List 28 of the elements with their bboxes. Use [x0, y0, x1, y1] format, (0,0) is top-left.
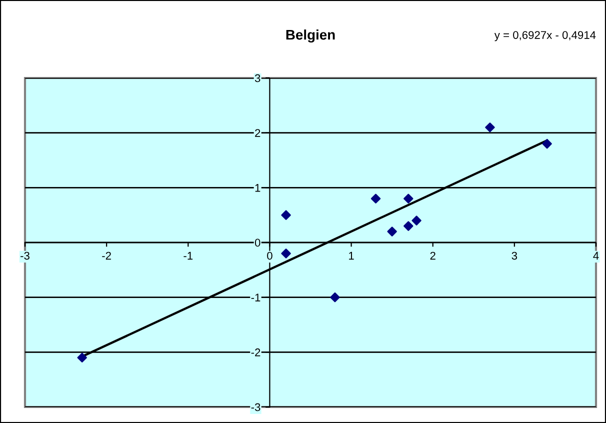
x-tick-label: 3: [512, 252, 518, 260]
point: [281, 210, 291, 220]
point: [77, 352, 87, 363]
x-tick-label: -1: [184, 252, 193, 260]
point: [412, 216, 422, 226]
point: [485, 122, 495, 132]
y-tick-label: 2: [255, 129, 260, 137]
chart-title: Belgien: [286, 29, 335, 43]
text: y = 0,6927x - 0,4914: [494, 31, 596, 42]
y-tick-label: -2: [251, 348, 260, 356]
x-tick-label: -2: [102, 252, 111, 260]
x-tick-label: 4: [593, 252, 599, 260]
point: [281, 248, 291, 258]
point: [330, 292, 340, 302]
x-tick-label: -3: [20, 252, 30, 260]
point: [404, 221, 414, 231]
y-tick-label: 3: [254, 74, 260, 82]
y-tick-label: 1: [255, 184, 260, 192]
y-tick-label: -1: [251, 294, 260, 302]
x-tick-label: 1: [349, 252, 354, 260]
point: [370, 194, 381, 204]
x-tick-label: 0: [267, 252, 272, 260]
point: [387, 226, 397, 236]
x-tick-label: 2: [430, 252, 436, 260]
point: [404, 194, 414, 204]
point: [542, 138, 552, 149]
y-tick-label: 0: [254, 238, 260, 247]
y-tick-label: -3: [251, 403, 260, 412]
